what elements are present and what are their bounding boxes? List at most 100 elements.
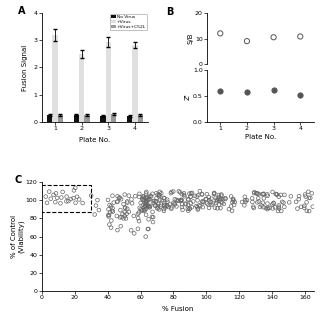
- Point: [188, 200, 193, 205]
- Point: [148, 193, 153, 198]
- Point: [130, 201, 135, 206]
- Point: [296, 194, 301, 199]
- Point: [144, 200, 149, 205]
- Point: [271, 35, 276, 40]
- Point: [110, 193, 115, 198]
- Point: [178, 190, 183, 195]
- Point: [93, 203, 99, 208]
- Point: [216, 196, 221, 202]
- Point: [48, 196, 53, 201]
- Point: [265, 193, 270, 198]
- Point: [186, 208, 191, 213]
- Point: [143, 198, 148, 204]
- Point: [107, 203, 112, 208]
- Point: [307, 209, 312, 214]
- Bar: [58, 115, 63, 122]
- Point: [172, 202, 177, 207]
- Point: [148, 203, 153, 208]
- Point: [71, 188, 76, 193]
- Point: [265, 205, 270, 210]
- Point: [306, 195, 311, 200]
- Point: [304, 208, 309, 213]
- Point: [298, 34, 303, 39]
- Point: [143, 212, 148, 217]
- Point: [265, 206, 270, 212]
- Point: [143, 204, 148, 209]
- Point: [195, 207, 200, 212]
- Point: [270, 202, 275, 207]
- Point: [64, 194, 69, 199]
- Point: [152, 198, 157, 204]
- Point: [282, 192, 287, 197]
- Point: [219, 192, 224, 197]
- Point: [183, 201, 188, 206]
- Point: [115, 199, 120, 204]
- Point: [125, 206, 130, 211]
- Point: [165, 203, 170, 208]
- Point: [109, 208, 115, 213]
- Point: [186, 197, 191, 202]
- Point: [212, 190, 217, 196]
- Point: [244, 90, 250, 95]
- Point: [145, 202, 150, 207]
- Point: [280, 199, 285, 204]
- Legend: No Virus, +Virus, +Virus+C52L: No Virus, +Virus, +Virus+C52L: [110, 14, 148, 30]
- Point: [123, 205, 128, 210]
- Point: [221, 201, 226, 206]
- Point: [310, 204, 315, 209]
- Point: [303, 194, 308, 199]
- Point: [144, 196, 149, 201]
- Point: [155, 206, 160, 211]
- Point: [143, 204, 148, 209]
- Point: [197, 203, 202, 208]
- Point: [188, 194, 193, 199]
- Point: [181, 191, 187, 196]
- Bar: [132, 45, 138, 122]
- Point: [120, 212, 125, 217]
- Point: [95, 197, 100, 203]
- Point: [260, 192, 265, 197]
- Point: [147, 205, 152, 210]
- Point: [203, 196, 208, 202]
- Point: [118, 208, 123, 213]
- X-axis label: Plate No.: Plate No.: [245, 134, 276, 140]
- Point: [140, 208, 145, 213]
- Point: [142, 204, 147, 209]
- Point: [197, 188, 203, 194]
- Point: [188, 191, 194, 196]
- Point: [55, 195, 60, 200]
- Point: [124, 199, 130, 204]
- Point: [209, 196, 214, 201]
- Point: [187, 191, 192, 196]
- Point: [151, 201, 156, 206]
- Point: [126, 193, 131, 198]
- Point: [265, 201, 270, 206]
- Point: [169, 206, 174, 211]
- Point: [219, 199, 224, 204]
- Point: [122, 214, 127, 219]
- Bar: [79, 54, 84, 122]
- Point: [108, 210, 113, 215]
- Point: [194, 194, 199, 199]
- Point: [298, 92, 303, 98]
- Point: [213, 201, 219, 206]
- Point: [180, 207, 185, 212]
- Point: [301, 205, 307, 210]
- Text: C: C: [14, 175, 22, 186]
- Point: [140, 196, 145, 201]
- Point: [175, 198, 180, 204]
- Point: [137, 194, 142, 199]
- Point: [147, 194, 152, 199]
- Point: [119, 214, 124, 220]
- Point: [135, 226, 140, 231]
- Point: [243, 199, 248, 204]
- Point: [117, 195, 122, 200]
- Bar: [52, 35, 58, 122]
- Point: [150, 191, 155, 196]
- Point: [223, 196, 228, 201]
- Point: [255, 200, 260, 205]
- Point: [210, 201, 215, 206]
- Point: [172, 197, 177, 202]
- Point: [179, 197, 184, 202]
- Point: [144, 189, 149, 195]
